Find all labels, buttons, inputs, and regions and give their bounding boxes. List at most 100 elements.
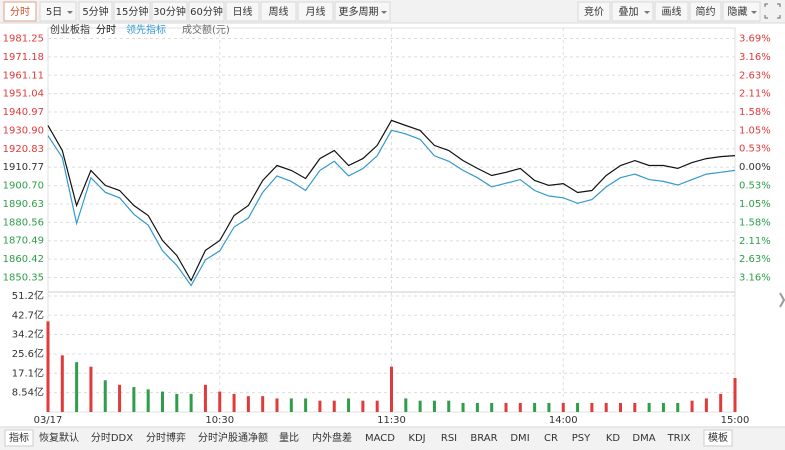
- volume-bar: [232, 393, 236, 412]
- toolbar-label: 周线: [269, 5, 289, 18]
- volume-tick-label: 34.2亿: [12, 328, 44, 341]
- tab-label[interactable]: TRIX: [667, 433, 691, 444]
- volume-bar: [46, 321, 50, 412]
- volume-bar: [275, 398, 279, 412]
- y-tick-label: 1890.63: [3, 199, 44, 210]
- price-line: [47, 129, 736, 287]
- tab-label[interactable]: 模板: [708, 431, 728, 444]
- volume-bar: [89, 366, 93, 412]
- toolbar-label: 更多周期: [339, 5, 379, 18]
- volume-bar: [203, 384, 207, 412]
- toolbar-button[interactable]: [78, 1, 113, 22]
- volume-bar: [490, 402, 494, 412]
- tab-label[interactable]: KDJ: [408, 433, 425, 444]
- volume-bar: [619, 402, 622, 412]
- volume-tick-label: 17.1亿: [12, 366, 44, 379]
- tab-label[interactable]: 恢复默认: [39, 431, 79, 444]
- toolbar-button[interactable]: [225, 1, 260, 22]
- toolbar-label: 叠加: [619, 6, 639, 18]
- y2-tick-label: 3.16%: [739, 273, 771, 284]
- tab-label[interactable]: 分时沪股通净额: [198, 431, 268, 444]
- tab-label[interactable]: BRAR: [470, 433, 497, 444]
- tab-active[interactable]: [703, 429, 733, 447]
- volume-bar: [719, 393, 723, 412]
- toolbar-button[interactable]: [689, 1, 722, 22]
- tab-label[interactable]: CR: [544, 433, 558, 444]
- volume-bar: [103, 380, 107, 412]
- y2-tick-label: 3.16%: [739, 52, 771, 63]
- y2-tick-label: 2.63%: [739, 70, 771, 81]
- volume-bar: [461, 402, 465, 412]
- tab-active[interactable]: [4, 429, 34, 447]
- volume-bar: [60, 355, 64, 412]
- y-tick-label: 1870.49: [3, 236, 44, 247]
- toolbar-button[interactable]: [334, 1, 391, 22]
- toolbar-button[interactable]: [151, 1, 188, 22]
- volume-bar: [690, 400, 694, 412]
- toolbar-label: 5分钟: [82, 5, 108, 18]
- tab-label[interactable]: 分时博弈: [146, 431, 186, 444]
- volume-bar: [189, 393, 193, 412]
- x-tick-label: 11:30: [377, 415, 406, 426]
- volume-bar: [318, 400, 322, 412]
- dropdown-arrow: [381, 11, 387, 14]
- volume-title: 成交额(元): [182, 23, 230, 36]
- volume-bar: [533, 402, 537, 412]
- y2-tick-label: 3.69%: [739, 33, 771, 44]
- toolbar-button[interactable]: [611, 1, 654, 22]
- volume-bar: [404, 398, 408, 412]
- fullscreen-icon[interactable]: [764, 3, 781, 19]
- tab-label[interactable]: PSY: [572, 433, 591, 444]
- volume-bar: [146, 389, 150, 412]
- tab-label[interactable]: DMA: [632, 433, 655, 444]
- volume-bar: [332, 400, 336, 412]
- toolbar-button[interactable]: [188, 1, 225, 22]
- volume-bar: [633, 402, 637, 412]
- dropdown-arrow: [67, 11, 73, 14]
- tab-label[interactable]: 量比: [279, 432, 299, 444]
- tab-label[interactable]: 指标: [9, 431, 29, 444]
- y-tick-label: 1930.90: [3, 125, 44, 136]
- y-tick-label: 1910.77: [3, 162, 44, 173]
- volume-bar: [561, 402, 565, 412]
- y2-tick-label: 0.53%: [739, 181, 771, 192]
- volume-bar: [132, 387, 136, 412]
- tab-label[interactable]: MACD: [365, 433, 395, 444]
- tab-label[interactable]: DMI: [510, 433, 529, 444]
- toolbar-button[interactable]: [577, 1, 611, 22]
- y-tick-label: 1961.11: [3, 70, 44, 81]
- tab-label[interactable]: RSI: [441, 433, 457, 444]
- volume-bar: [304, 398, 308, 412]
- volume-bar: [604, 402, 608, 412]
- volume-bar: [475, 402, 479, 412]
- x-tick-label: 14:00: [549, 415, 578, 426]
- dropdown-arrow: [644, 11, 650, 14]
- volume-bar: [432, 400, 436, 412]
- volume-bar: [289, 398, 293, 412]
- toolbar-button[interactable]: [654, 1, 689, 22]
- y2-tick-label: 0.00%: [739, 162, 771, 173]
- tab-label[interactable]: 分时DDX: [91, 432, 133, 444]
- volume-bar: [576, 402, 580, 412]
- volume-bar: [218, 391, 222, 412]
- volume-bar: [118, 384, 122, 412]
- toolbar-button[interactable]: [3, 1, 37, 22]
- y2-tick-label: 1.05%: [739, 126, 771, 137]
- toolbar-button[interactable]: [722, 1, 761, 22]
- toolbar-button[interactable]: [297, 1, 334, 22]
- toolbar-button[interactable]: [260, 1, 297, 22]
- tab-label[interactable]: 内外盘差: [312, 431, 352, 444]
- expand-arrow[interactable]: [779, 292, 785, 308]
- toolbar-button[interactable]: [113, 1, 151, 22]
- toolbar-label: 月线: [306, 5, 326, 18]
- volume-bar: [590, 402, 594, 412]
- y-tick-label: 1981.25: [3, 33, 44, 44]
- toolbar-button[interactable]: [39, 1, 77, 22]
- y-tick-label: 1900.70: [3, 181, 44, 192]
- volume-bar: [547, 402, 551, 412]
- volume-bar: [347, 398, 351, 412]
- volume-tick-label: 25.6亿: [12, 347, 44, 360]
- volume-bar: [261, 396, 265, 412]
- tab-label[interactable]: KD: [606, 433, 621, 444]
